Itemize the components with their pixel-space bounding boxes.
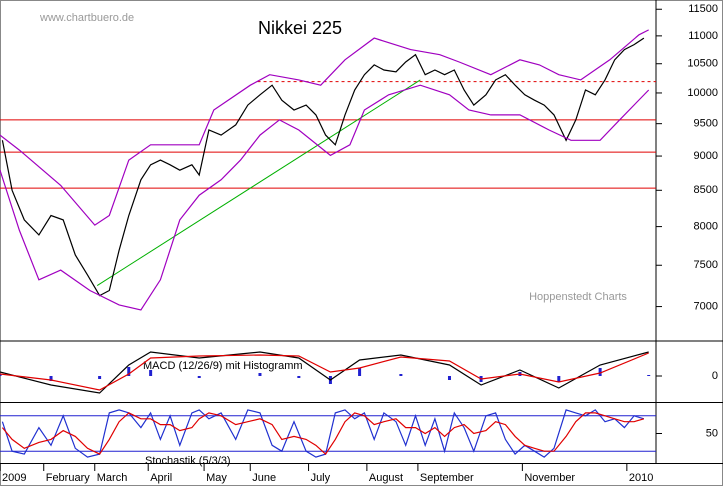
y-tick-label: 8500 [694,184,718,196]
series-line [1,409,645,458]
y-tick-label: 9500 [694,118,718,130]
x-tick-label: 2009 [2,472,26,484]
y-tick-label: 0 [712,370,718,382]
y-tick-label: 11500 [688,3,718,15]
series-line [1,412,645,456]
histogram-bar [0,374,2,376]
panel-title: Stochastik (5/3/3) [145,455,231,467]
y-tick-label: 10500 [687,58,718,70]
source: Hoppenstedt Charts [529,291,627,303]
histogram-bar [557,376,561,382]
series-line [1,37,645,297]
histogram-bar [98,376,102,379]
x-tick-label: 2010 [629,472,653,484]
x-tick-label: March [97,472,128,484]
x-tick-label: May [206,472,227,484]
panel-title: MACD (12/26/9) mit Histogramm [143,360,303,372]
histogram-bar [258,373,262,376]
y-tick-label: 7000 [694,300,718,312]
histogram-bar [149,370,153,376]
y-tick-label: 7500 [694,259,718,271]
histogram-bar [127,367,131,376]
histogram-bar [297,376,301,378]
histogram-bar [197,376,201,378]
x-tick-label: July [311,472,331,484]
y-tick-label: 9000 [694,150,718,162]
histogram-bar [647,375,651,376]
x-tick-label: August [369,472,403,484]
x-tick-label: September [420,472,474,484]
x-tick-label: February [46,472,91,484]
series-line [0,84,650,311]
trend-line [96,79,421,286]
histogram-bar [358,368,362,376]
y-tick-label: 10000 [687,87,718,99]
series-line [0,351,649,394]
histogram-bar [49,376,53,381]
x-tick-label: April [150,472,172,484]
histogram-bar [399,374,403,376]
histogram-bar [598,368,602,376]
chart-title: Nikkei 225 [258,18,342,38]
y-tick-label: 50 [706,427,718,439]
series-line [0,29,649,226]
x-tick-label: June [252,472,276,484]
y-tick-label: 11000 [688,30,718,42]
y-tick-label: 8000 [694,221,718,233]
histogram-bar [447,376,451,380]
series-line [0,352,649,391]
watermark: www.chartbuero.de [39,12,134,24]
x-tick-label: November [524,472,575,484]
